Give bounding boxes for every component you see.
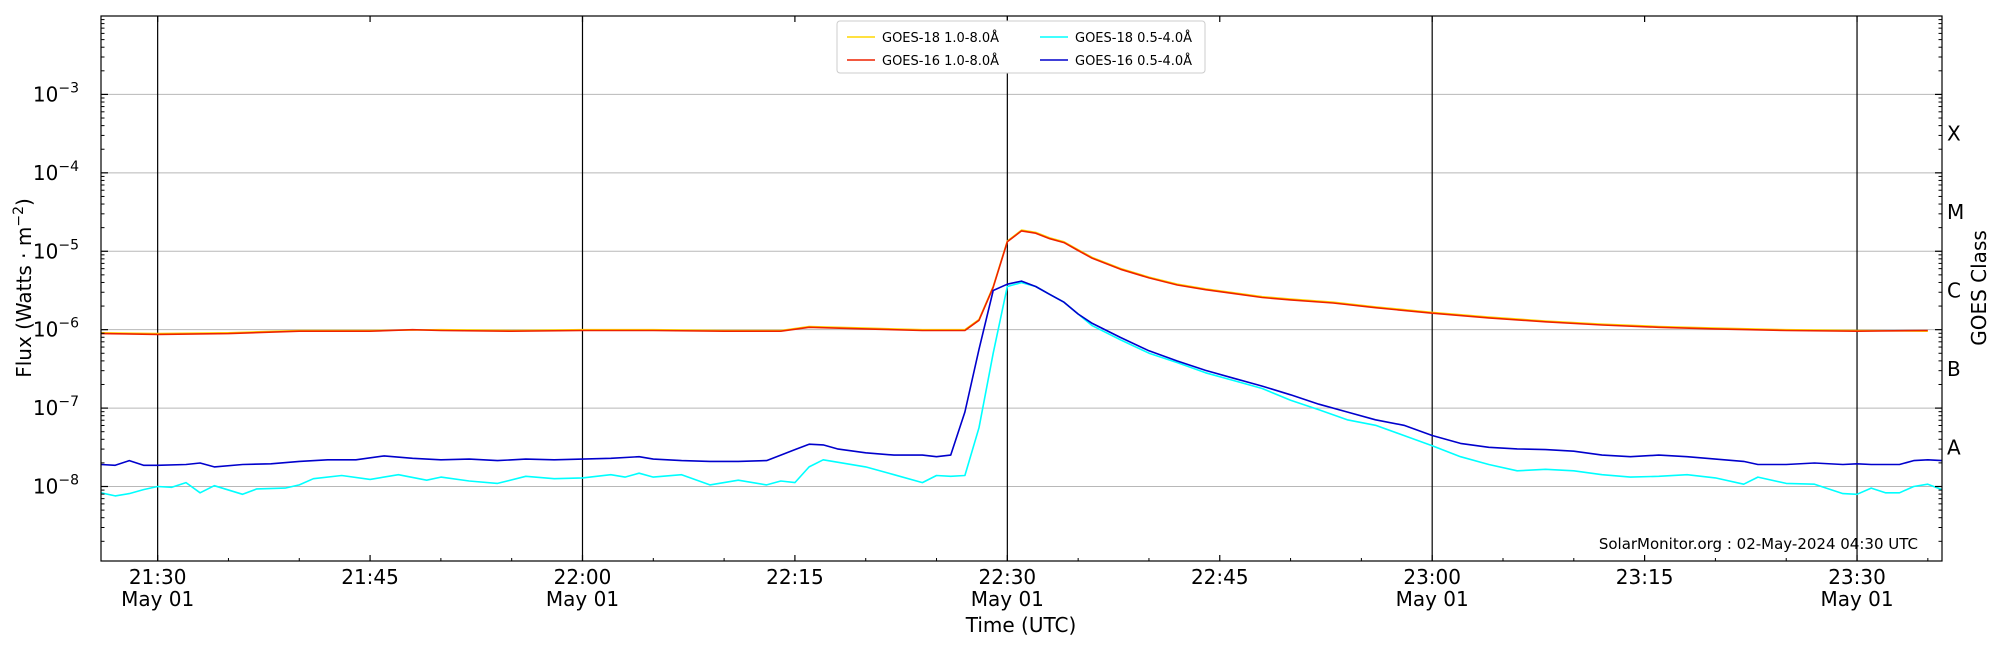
x-tick-label-8: 23:30: [1828, 565, 1886, 589]
legend-label-0: GOES-18 1.0-8.0Å: [882, 30, 999, 46]
horizontal-gridlines: [101, 93, 1942, 488]
goes-class-A: A: [1947, 435, 1961, 459]
y-tick-label-0: 10−8: [33, 473, 79, 499]
series-lines: [100, 229, 1943, 497]
y-axis-ticks: 10−8 10−7 10−6 10−5 10−4 10−3: [33, 19, 1942, 542]
x-tick-label-0: 21:30: [129, 565, 187, 589]
legend-label-1: GOES-18 0.5-4.0Å: [1075, 30, 1192, 46]
y-tick-label-1: 10−7: [33, 394, 79, 420]
credit-label: SolarMonitor.org : 02-May-2024 04:30 UTC: [1599, 535, 1918, 553]
y-axis-label: Flux (Watts · m−2): [11, 198, 36, 378]
y-axis-label-right: GOES Class: [1967, 230, 1991, 346]
series-line-2: [100, 281, 1943, 497]
x-tick-date-2: May 01: [546, 587, 619, 611]
x-tick-label-5: 22:45: [1191, 565, 1249, 589]
x-tick-label-2: 22:00: [554, 565, 612, 589]
legend-label-2: GOES-16 1.0-8.0Å: [882, 53, 999, 69]
y-tick-label-5: 10−3: [33, 80, 79, 106]
y-tick-label-2: 10−6: [33, 316, 79, 342]
legend: GOES-18 1.0-8.0Å GOES-18 0.5-4.0Å GOES-16 …: [836, 20, 1206, 74]
x-axis-label: Time (UTC): [965, 613, 1077, 637]
goes-class-B: B: [1947, 357, 1961, 381]
x-tick-date-0: May 01: [121, 587, 194, 611]
x-tick-date-6: May 01: [1396, 587, 1469, 611]
plot-frame: [100, 15, 1943, 562]
y-tick-label-3: 10−5: [33, 237, 79, 263]
x-tick-label-3: 22:15: [766, 565, 824, 589]
legend-label-3: GOES-16 0.5-4.0Å: [1075, 53, 1192, 69]
x-tick-label-1: 21:45: [341, 565, 399, 589]
x-tick-label-7: 23:15: [1616, 565, 1674, 589]
x-tick-label-4: 22:30: [979, 565, 1037, 589]
series-line-1: [100, 230, 1928, 336]
x-tick-date-4: May 01: [971, 587, 1044, 611]
series-line-3: [100, 280, 1943, 468]
goes-class-M: M: [1947, 200, 1964, 224]
x-tick-date-8: May 01: [1820, 587, 1893, 611]
goes-class-X: X: [1947, 122, 1961, 146]
y-tick-label-4: 10−4: [33, 159, 79, 185]
legend-box: [836, 20, 1206, 74]
x-tick-label-6: 23:00: [1403, 565, 1461, 589]
goes-class-labels: A B C M X: [1947, 122, 1964, 460]
goes-class-C: C: [1947, 278, 1961, 302]
